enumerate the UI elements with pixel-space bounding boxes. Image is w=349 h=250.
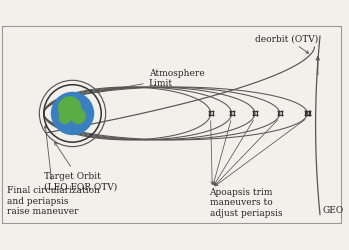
Circle shape bbox=[59, 113, 70, 124]
Text: Final circularization
and periapsis
raise maneuver: Final circularization and periapsis rais… bbox=[7, 126, 100, 215]
Text: Target Orbit
(LEO FOR OTV): Target Orbit (LEO FOR OTV) bbox=[44, 143, 117, 191]
Text: GEO: GEO bbox=[323, 205, 344, 214]
Text: Atmosphere
Limit: Atmosphere Limit bbox=[97, 69, 205, 94]
Circle shape bbox=[59, 98, 81, 120]
Text: Apoapsis trim
maneuvers to
adjust periapsis: Apoapsis trim maneuvers to adjust periap… bbox=[209, 187, 282, 217]
Circle shape bbox=[71, 110, 85, 124]
Text: deorbit (OTV): deorbit (OTV) bbox=[255, 34, 318, 54]
Circle shape bbox=[52, 93, 94, 135]
